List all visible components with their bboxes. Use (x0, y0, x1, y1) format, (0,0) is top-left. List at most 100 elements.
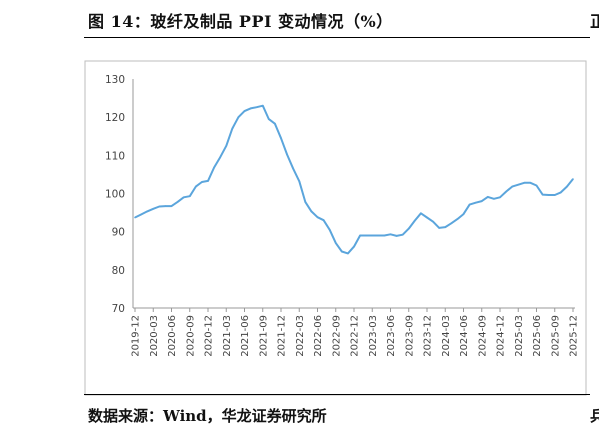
data-point (176, 201, 179, 203)
data-point (170, 205, 173, 207)
data-point (383, 234, 386, 237)
data-point (462, 213, 465, 215)
chart-frame (84, 60, 587, 396)
data-point (541, 193, 544, 196)
data-point (262, 104, 264, 107)
data-point (554, 194, 556, 196)
x-tick-label: 2021-09 (258, 315, 269, 357)
series-line (134, 104, 574, 255)
x-tick-label: 2025-06 (532, 315, 543, 357)
data-point (182, 196, 185, 199)
data-point (298, 180, 301, 183)
x-tick-label: 2020-03 (149, 315, 160, 357)
data-point (468, 203, 471, 206)
x-tick-label: 2024-09 (477, 315, 488, 357)
data-point (335, 242, 337, 244)
data-point (292, 167, 295, 170)
x-tick-label: 2025-03 (514, 315, 525, 357)
x-tick-label: 2023-12 (423, 315, 434, 357)
data-point (201, 181, 203, 183)
data-point (207, 180, 209, 182)
x-tick-label: 2021-06 (240, 315, 251, 357)
x-tick-label: 2024-03 (441, 315, 452, 357)
x-tick-label: 2022-12 (350, 315, 361, 357)
data-point (444, 226, 447, 228)
y-tick-label: 80 (112, 265, 125, 277)
data-point (523, 182, 526, 184)
data-point (389, 233, 392, 236)
clipped-text-bottom: 兵 (590, 407, 599, 425)
source-note: 数据来源：Wind，华龙证券研究所 (88, 407, 327, 425)
data-point (547, 194, 550, 196)
x-tick-label: 2022-03 (295, 315, 306, 357)
data-point (481, 200, 483, 202)
x-tick-label: 2021-12 (277, 315, 288, 357)
x-tick-label: 2023-09 (404, 315, 415, 357)
y-tick-label: 90 (112, 227, 125, 239)
data-point (225, 145, 228, 147)
data-point (152, 208, 155, 210)
source-rule (84, 394, 590, 395)
x-tick-label: 2022-09 (331, 315, 342, 357)
data-point (420, 212, 422, 215)
series-group (134, 104, 574, 255)
data-point (164, 205, 167, 207)
x-tick-label: 2024-12 (496, 315, 507, 357)
y-tick-label: 100 (105, 189, 125, 201)
data-point (213, 166, 215, 169)
x-tick-label: 2020-09 (185, 315, 196, 357)
data-point (456, 218, 459, 220)
data-point (499, 196, 501, 199)
data-point (219, 156, 221, 158)
data-point (529, 182, 532, 184)
data-point (517, 183, 520, 186)
x-tick-label: 2022-06 (313, 315, 324, 357)
data-point (359, 234, 361, 237)
clipped-text-top: 正 (590, 12, 599, 31)
y-tick-label: 110 (105, 150, 125, 162)
data-point (414, 219, 416, 222)
x-tick-label: 2019-12 (131, 315, 142, 357)
data-point (371, 234, 374, 237)
figure-title: 图 14：玻纤及制品 PPI 变动情况（%） (88, 12, 393, 31)
data-point (493, 198, 495, 200)
data-point (535, 184, 538, 187)
data-point (316, 216, 319, 218)
data-point (505, 190, 507, 193)
data-point (347, 252, 349, 255)
data-point (268, 118, 270, 120)
data-point (140, 213, 142, 216)
x-tick-label: 2023-03 (368, 315, 379, 357)
y-tick-label: 70 (112, 303, 125, 315)
data-point (304, 201, 307, 203)
data-point (286, 153, 288, 156)
x-tick-label: 2021-03 (222, 315, 233, 357)
data-point (328, 229, 331, 231)
data-point (450, 222, 453, 225)
plot-area (84, 60, 587, 396)
data-point (249, 107, 252, 110)
data-point (438, 227, 441, 229)
data-point (280, 137, 282, 139)
data-point (487, 196, 489, 198)
y-tick-label: 130 (105, 74, 125, 86)
x-tick-label: 2020-12 (204, 315, 215, 357)
x-axis: 2019-12 2020-03 2020-06 2020-09 2020-12 2021-… (131, 307, 580, 357)
data-point (134, 216, 136, 219)
data-point (255, 106, 258, 108)
data-point (408, 227, 410, 230)
data-point (401, 233, 404, 236)
data-point (365, 234, 368, 237)
data-point (566, 185, 568, 188)
x-tick-label: 2025-09 (550, 315, 561, 357)
data-point (377, 234, 380, 237)
data-point (432, 220, 434, 223)
y-tick-label: 120 (105, 112, 125, 124)
data-point (195, 185, 197, 188)
data-point (158, 205, 161, 208)
data-point (274, 122, 276, 125)
x-tick-label: 2025-12 (569, 315, 580, 357)
data-point (353, 245, 355, 248)
data-point (189, 195, 191, 197)
